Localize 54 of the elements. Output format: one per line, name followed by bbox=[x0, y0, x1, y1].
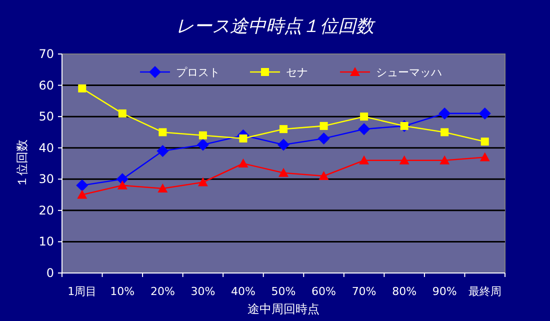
x-tick-label: 30% bbox=[190, 285, 216, 298]
x-tick-label: 40% bbox=[231, 285, 256, 298]
y-tick-label: 60 bbox=[38, 78, 54, 92]
legend-label: シューマッハ bbox=[376, 66, 442, 79]
x-tick-label: 70% bbox=[352, 285, 376, 298]
point bbox=[440, 155, 450, 164]
point bbox=[480, 138, 489, 146]
y-tick-label: 40 bbox=[38, 140, 54, 155]
point bbox=[360, 112, 368, 121]
point bbox=[359, 155, 370, 164]
x-tick-label: 90% bbox=[432, 285, 457, 298]
x-tick-label: 20% bbox=[150, 285, 175, 298]
point bbox=[78, 84, 86, 92]
point bbox=[399, 155, 410, 164]
point bbox=[196, 138, 209, 151]
point bbox=[77, 190, 88, 199]
point bbox=[118, 109, 126, 118]
point bbox=[238, 158, 248, 168]
point bbox=[156, 144, 169, 157]
chart-title: レース途中時点１位回数 bbox=[176, 16, 376, 37]
legend-label: セナ bbox=[286, 66, 308, 79]
point bbox=[76, 179, 88, 192]
point bbox=[440, 128, 449, 136]
x-tick-label: 60% bbox=[312, 285, 336, 298]
point bbox=[438, 107, 451, 120]
x-tick-label: 50% bbox=[271, 285, 296, 298]
point bbox=[358, 123, 370, 136]
point bbox=[278, 168, 288, 177]
point bbox=[117, 180, 128, 190]
point bbox=[480, 152, 490, 162]
point bbox=[320, 122, 328, 130]
point bbox=[198, 177, 208, 186]
x-axis-title: 途中周回時点 bbox=[248, 302, 320, 316]
x-tick-label: 10% bbox=[110, 285, 135, 298]
point bbox=[280, 125, 288, 134]
point bbox=[318, 132, 330, 144]
y-tick-label: 20 bbox=[38, 203, 54, 218]
point bbox=[239, 134, 248, 142]
point bbox=[158, 128, 167, 136]
point bbox=[158, 184, 168, 193]
x-tick-label: 1周目 bbox=[68, 285, 97, 298]
point bbox=[478, 107, 491, 120]
x-tick-label: 最終周 bbox=[468, 285, 502, 298]
y-tick-label: 10 bbox=[38, 234, 54, 249]
x-tick-label: 80% bbox=[392, 285, 417, 298]
y-tick-label: 50 bbox=[38, 110, 54, 124]
y-tick-label: 30 bbox=[38, 172, 54, 186]
y-tick-label: 70 bbox=[38, 47, 54, 61]
point bbox=[278, 138, 290, 151]
y-tick-label: 0 bbox=[46, 266, 54, 280]
legend-label: プロスト bbox=[176, 66, 220, 79]
point bbox=[198, 131, 207, 140]
y-axis-title: １位回数 bbox=[15, 140, 29, 188]
point bbox=[318, 171, 329, 180]
